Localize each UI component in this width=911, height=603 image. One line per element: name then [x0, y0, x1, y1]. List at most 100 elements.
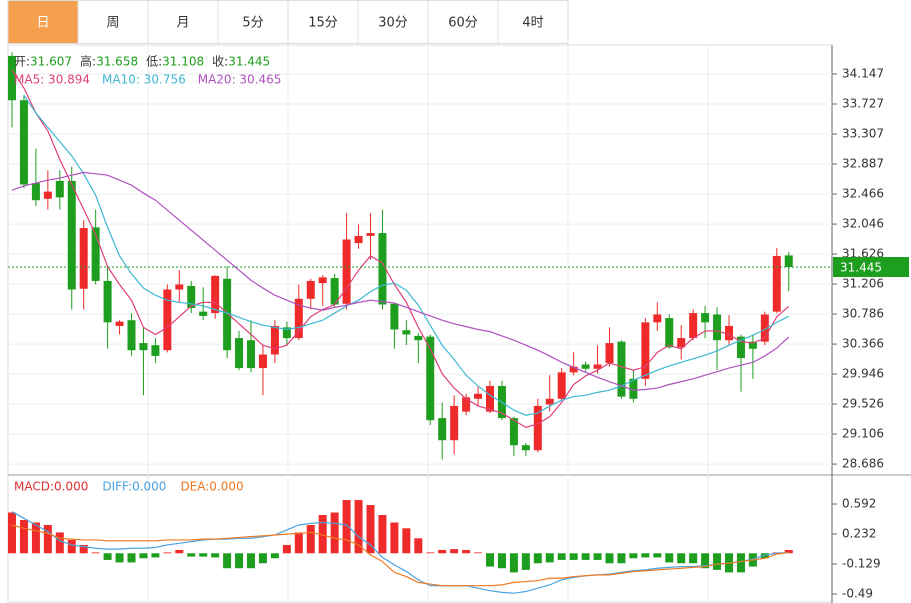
macd-bar [258, 553, 267, 564]
macd-bar [175, 549, 184, 554]
macd-bar [366, 505, 375, 554]
macd-bar [199, 553, 208, 557]
candle-body [581, 364, 590, 369]
legend-entry: DEA:0.000 [180, 480, 243, 494]
tab[interactable] [77, 0, 149, 44]
candle-body [354, 235, 363, 244]
macd-bar [533, 553, 542, 564]
y-tick-label: 32.466 [842, 187, 884, 201]
macd-bar [497, 553, 506, 569]
candle-body [247, 340, 255, 369]
macd-bar [474, 552, 483, 554]
macd-bar [127, 553, 136, 563]
macd-bar [390, 522, 399, 554]
tab-label[interactable]: 月 [176, 16, 189, 31]
macd-bar [55, 532, 64, 554]
tab-label[interactable]: 周 [106, 16, 119, 31]
macd-bar [294, 532, 303, 554]
candle-body [521, 445, 530, 451]
candle-body [235, 338, 244, 369]
candle-body [605, 343, 614, 364]
info-value: 31.108 [162, 55, 204, 69]
candle-body [163, 289, 172, 351]
macd-bar [701, 553, 710, 569]
candle-body [199, 311, 208, 316]
tab[interactable] [7, 0, 79, 44]
macd-bar [139, 553, 148, 559]
candle-body [557, 372, 566, 399]
candle-body [378, 233, 387, 305]
info-label: 开: [14, 55, 30, 69]
macd-bar [402, 528, 411, 554]
macd-bar [163, 552, 172, 554]
macd-bar [187, 553, 196, 557]
candle-body [115, 321, 124, 326]
ma-line [11, 171, 790, 391]
macd-bar [330, 512, 339, 554]
candle-body [91, 227, 100, 281]
candle-body [306, 280, 315, 299]
tab[interactable] [497, 0, 569, 44]
tab-label[interactable]: 5分 [242, 16, 263, 31]
y-tick-label: 32.046 [842, 217, 884, 231]
tab[interactable] [287, 0, 359, 44]
y-tick-label: 29.106 [842, 427, 884, 441]
candle-body [282, 327, 291, 339]
macd-bar [736, 553, 745, 573]
tab-label[interactable]: 4时 [522, 16, 543, 31]
macd-bar [414, 538, 423, 554]
macd-bar [545, 553, 554, 563]
candle-body [19, 100, 28, 185]
legend-entry: MA10: 30.756 [102, 73, 186, 87]
candle-body [79, 228, 88, 289]
macd-bar [247, 553, 255, 569]
macd-bar [486, 553, 494, 567]
candle-body [450, 405, 459, 441]
candle-body [438, 418, 447, 441]
candle-body [713, 314, 722, 341]
macd-bar [67, 539, 76, 554]
candle-body [414, 335, 423, 341]
macd-bar [665, 553, 674, 563]
macd-bar [91, 552, 100, 554]
candle-body [366, 233, 375, 236]
candle-body [617, 341, 626, 397]
macd-bar [115, 553, 124, 563]
macd-bar [581, 553, 590, 560]
y-tick-label: 0.592 [842, 497, 876, 511]
tab[interactable] [147, 0, 219, 44]
candle-body [426, 336, 435, 421]
tab-label[interactable]: 日 [36, 16, 49, 31]
candle-body [569, 366, 578, 373]
macd-bar [617, 553, 626, 564]
candle-body [509, 418, 518, 446]
y-tick-label: -0.49 [842, 587, 873, 601]
candle-body [641, 322, 650, 379]
y-tick-label: -0.129 [842, 556, 881, 570]
tab-label[interactable]: 60分 [448, 16, 478, 31]
macd-bar [43, 524, 52, 554]
y-tick-label: 31.206 [842, 277, 884, 291]
candle-body [330, 278, 339, 305]
macd-bar [605, 553, 614, 564]
ma-line [23, 94, 790, 416]
candle-body [677, 338, 686, 348]
candle-body [486, 385, 494, 412]
candle-body [665, 318, 674, 348]
candle-body [8, 55, 16, 101]
candle-body [533, 405, 542, 451]
candle-body [211, 275, 220, 314]
candle-body [545, 398, 554, 405]
tab[interactable] [217, 0, 289, 44]
macd-bar [557, 553, 566, 560]
tab-label[interactable]: 30分 [378, 16, 408, 31]
tab-label[interactable]: 15分 [308, 16, 338, 31]
candle-body [760, 314, 769, 342]
legend-entry: MA20: 30.465 [198, 73, 282, 87]
candle-body [784, 255, 793, 267]
candle-body [689, 313, 698, 339]
macd-bar [103, 553, 112, 560]
info-value: 31.445 [228, 55, 270, 69]
macd-bar [211, 553, 220, 558]
